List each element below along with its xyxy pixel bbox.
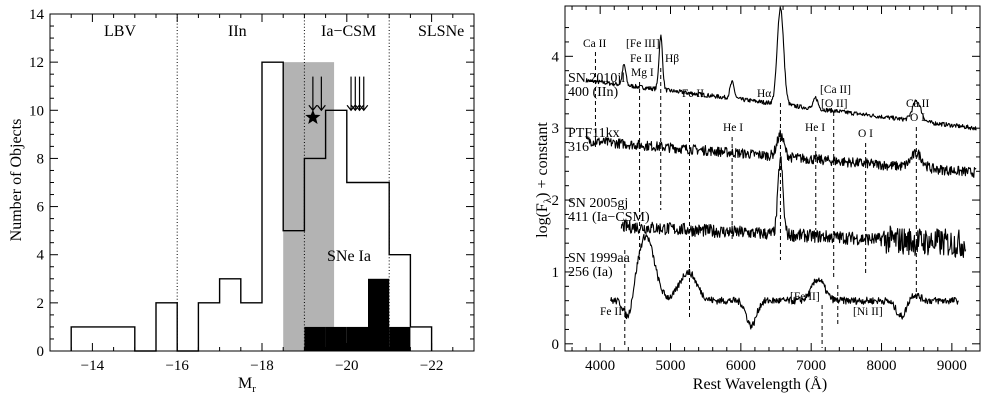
line-id-he1: He I <box>723 122 743 134</box>
ia-csm-bar <box>346 326 368 351</box>
region-label-iin: IIn <box>228 23 247 40</box>
y-tick-label: 14 <box>29 7 45 23</box>
line-id-ca2-forbidden: [Ca II] <box>820 84 851 96</box>
series-label-2005gj: SN 2005gj <box>568 196 628 211</box>
series-sublabel-2010jl: 400 (IIn) <box>568 85 618 100</box>
line-id-fe2: Fe II <box>630 53 652 65</box>
right-y-axis-label: log(Fλ) + constant <box>534 122 554 238</box>
region-label-ia-csm: Ia−CSM <box>321 23 376 40</box>
right-plot-frame <box>564 5 981 352</box>
series-label-2010jl: SN 2010jl <box>568 71 625 86</box>
arrow-head <box>355 104 364 112</box>
y-tick-label: 2 <box>37 296 45 312</box>
line-id-halpha: Hα <box>757 88 771 100</box>
y-tick-label: 0 <box>37 344 45 360</box>
y-tick-label: 6 <box>37 200 45 216</box>
series-sublabel-ptf11kx: 316 <box>568 140 589 155</box>
region-label-lbv: LBV <box>104 23 136 40</box>
ia-csm-filled-bars <box>304 278 411 351</box>
line-id-he1-b: He I <box>805 122 825 134</box>
upper-limit-arrows <box>308 76 369 112</box>
line-id-hbeta: Hβ <box>665 53 679 65</box>
y-tick-label: 12 <box>29 55 44 71</box>
y-tick-label: 4 <box>37 248 45 264</box>
sne-ia-label: SNe Ia <box>327 248 371 265</box>
y-tick-label: 10 <box>29 103 44 119</box>
left-y-axis-label: Number of Objects <box>8 119 25 242</box>
x-tick-label: 4000 <box>585 358 615 374</box>
region-label-slsne: SLSNe <box>418 23 464 40</box>
line-id-o2: [O II] <box>821 98 848 110</box>
line-id-mg1: Mg I <box>631 67 654 79</box>
line-id-fe3: [Fe III] <box>626 38 660 50</box>
spectrum-line <box>620 156 967 258</box>
x-tick-label: 8000 <box>867 358 897 374</box>
y-tick-label: 2 <box>552 193 560 209</box>
x-tick-label: 7000 <box>796 358 826 374</box>
x-tick-label: 9000 <box>937 358 967 374</box>
line-id-ca2-c: Ca II <box>906 98 929 110</box>
line-id-markers <box>594 52 917 348</box>
arrow-head <box>350 104 360 112</box>
x-tick-label: 5000 <box>656 358 686 374</box>
series-sublabel-2005gj: 411 (Ia−CSM) <box>568 210 650 225</box>
spectrum-line <box>585 6 977 131</box>
line-id-o1: O I <box>858 128 873 140</box>
line-id-o1-b: O I <box>910 112 925 124</box>
right-axis-ticks: 4000 5000 6000 7000 8000 9000 0 1 2 3 4 <box>552 6 981 374</box>
left-axis-ticks: −14 −16 −18 −20 −22 0 2 4 6 8 10 12 14 <box>29 7 474 374</box>
star-marker <box>305 109 321 124</box>
arrow-head <box>346 104 356 112</box>
y-tick-label: 1 <box>552 265 560 281</box>
line-id-fe2-b: Fe II <box>682 88 704 100</box>
magnitude-histogram: −14 −16 −18 −20 −22 0 2 4 6 8 10 12 14 SNe Ia LBV II… <box>8 7 475 395</box>
ia-csm-bar <box>304 326 326 351</box>
spectra-series <box>585 6 977 330</box>
left-x-axis-label: Mr <box>238 375 256 395</box>
y-tick-label: 3 <box>552 121 560 137</box>
right-x-axis-label: Rest Wavelength (Å) <box>693 375 827 393</box>
arrow-head <box>316 104 326 112</box>
y-tick-label: 4 <box>552 49 560 65</box>
x-tick-label: 6000 <box>726 358 756 374</box>
line-id-fe2-c: Fe II <box>600 306 622 318</box>
ia-csm-bar <box>368 278 390 351</box>
spectrum-line <box>610 233 959 330</box>
x-tick-label: −22 <box>420 358 443 374</box>
spectrum-line <box>585 129 977 178</box>
line-id-fe2-forbidden: [Fe II] <box>790 291 820 303</box>
line-id-ni2: [Ni II] <box>853 306 883 318</box>
x-tick-label: −14 <box>81 358 105 374</box>
x-tick-label: −16 <box>165 358 189 374</box>
ia-csm-bar <box>325 326 347 351</box>
arrow-head <box>359 104 369 112</box>
series-label-ptf11kx: PTF11kx <box>568 126 620 141</box>
x-tick-label: −20 <box>335 358 358 374</box>
sne-ia-shaded-region <box>283 62 335 352</box>
line-id-ca2: Ca II <box>583 38 606 50</box>
y-tick-label: 8 <box>37 151 45 167</box>
series-sublabel-1999aa: 256 (Ia) <box>568 265 613 280</box>
x-tick-label: −18 <box>250 358 273 374</box>
ia-csm-bar <box>389 326 411 351</box>
y-tick-label: 0 <box>552 337 560 353</box>
series-label-1999aa: SN 1999aa <box>568 251 631 266</box>
